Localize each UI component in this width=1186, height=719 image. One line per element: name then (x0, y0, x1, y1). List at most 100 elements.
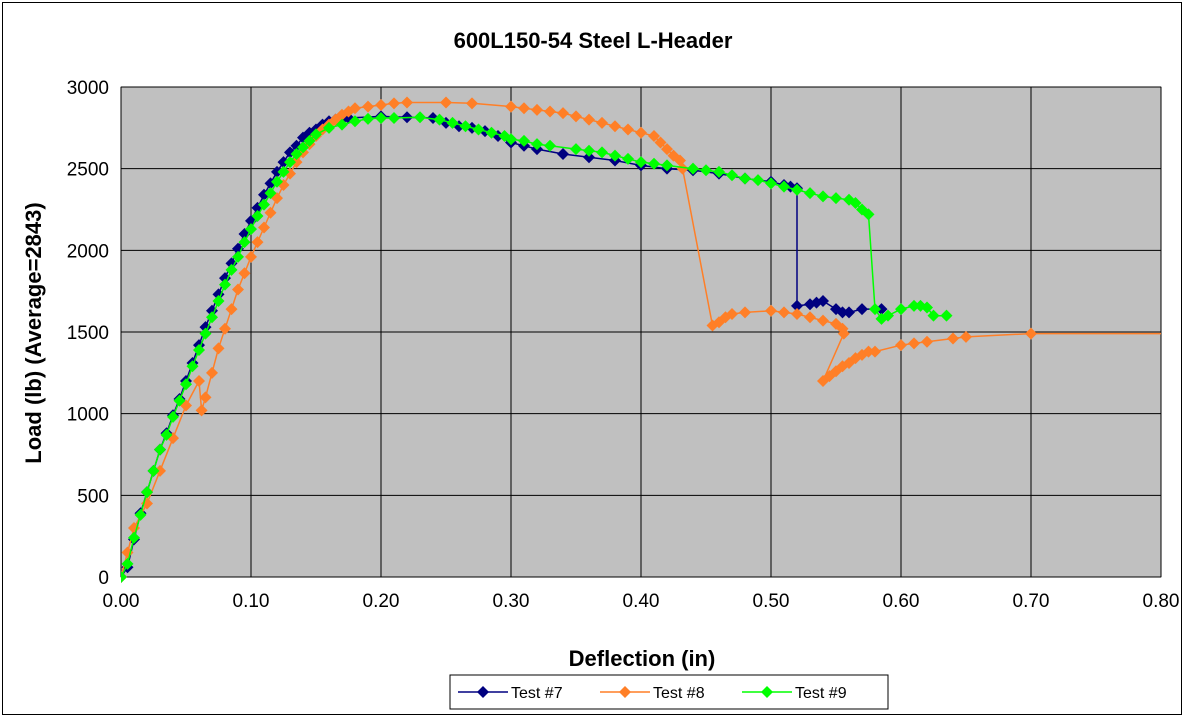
data-point (375, 98, 387, 111)
data-point (225, 257, 238, 270)
data-point (940, 309, 953, 322)
data-point (635, 126, 647, 139)
data-point (570, 110, 582, 123)
data-point (121, 571, 127, 583)
data-point (121, 557, 134, 570)
data-point (206, 311, 218, 324)
series-2 (121, 96, 1161, 583)
data-point (446, 116, 459, 129)
data-point (336, 118, 348, 131)
data-point (687, 162, 699, 175)
data-point (544, 139, 556, 152)
data-point (1025, 327, 1037, 340)
data-point (323, 121, 335, 134)
data-point (557, 147, 569, 160)
data-point (238, 267, 251, 280)
data-point (778, 306, 790, 319)
data-point (147, 464, 160, 477)
data-point (817, 190, 829, 203)
x-tick-label: 0.70 (1013, 591, 1050, 612)
data-point (908, 299, 920, 312)
data-point (960, 330, 972, 343)
data-point (778, 180, 790, 193)
data-point (271, 175, 283, 188)
data-point (433, 113, 446, 126)
data-point (219, 278, 231, 291)
x-tick-label: 0.60 (883, 591, 920, 612)
chart-svg: 600L150-54 Steel L-Header 0 500 1000 1500 20… (21, 28, 1180, 710)
data-point (661, 143, 673, 156)
data-point (212, 342, 225, 355)
y-tick-label: 1500 (67, 323, 109, 344)
data-point (472, 123, 485, 136)
data-point (505, 133, 517, 146)
data-point (485, 126, 498, 139)
data-point (290, 156, 303, 169)
x-tick-label: 0.00 (103, 591, 140, 612)
legend-box (449, 674, 889, 710)
data-point (277, 156, 290, 169)
data-point (271, 165, 283, 178)
legend-items: Test #7 Test #8 Test #9 (458, 685, 847, 702)
data-point (284, 156, 296, 169)
data-point (570, 143, 582, 156)
data-point (362, 100, 374, 113)
legend-marker (761, 686, 773, 698)
data-point (303, 134, 316, 147)
data-point (245, 250, 257, 263)
data-point (765, 177, 777, 190)
data-point (193, 343, 205, 356)
legend-item-1: Test #7 (458, 685, 563, 702)
data-point (583, 144, 595, 157)
data-point (739, 172, 751, 185)
data-point (245, 223, 257, 236)
data-point (869, 345, 881, 358)
data-point (238, 236, 251, 249)
data-point (583, 151, 595, 164)
data-point (167, 410, 179, 423)
data-point (310, 128, 322, 141)
x-tick-label: 0.40 (623, 591, 660, 612)
legend-label: Test #9 (795, 685, 847, 702)
data-point (518, 134, 530, 147)
data-point (804, 311, 816, 324)
x-tick-label: 0.20 (363, 591, 400, 612)
data-point (726, 169, 738, 182)
data-point (843, 306, 855, 319)
data-point (154, 443, 166, 456)
y-tick-label: 3000 (67, 78, 109, 99)
data-point (219, 322, 231, 335)
data-point (375, 112, 387, 125)
data-point (837, 327, 850, 340)
data-point (817, 314, 829, 327)
data-point (180, 378, 192, 391)
data-point (232, 250, 244, 263)
data-point (817, 294, 829, 307)
data-point (765, 304, 777, 317)
data-point (141, 486, 153, 499)
data-point (290, 147, 303, 160)
series-layer (121, 96, 1161, 583)
data-point (836, 306, 849, 319)
data-point (258, 198, 270, 211)
data-point (609, 120, 621, 133)
data-point (609, 149, 621, 162)
data-point (388, 112, 400, 125)
data-point (440, 96, 452, 109)
tick-labels: 0 500 1000 1500 2000 2500 3000 0.00 0.10 0.20 0.30… (67, 78, 1180, 612)
data-point (791, 308, 803, 321)
data-point (882, 309, 894, 322)
legend-item-2: Test #8 (600, 685, 705, 702)
data-point (251, 236, 264, 249)
data-point (505, 100, 517, 113)
data-point (622, 152, 634, 165)
series-3 (121, 111, 953, 583)
data-point (875, 303, 888, 316)
y-tick-label: 2500 (67, 160, 109, 181)
data-point (791, 299, 803, 312)
data-point (895, 339, 907, 352)
legend-marker (619, 686, 631, 698)
data-point (583, 113, 595, 126)
y-axis-title: Load (lb) (Average=2843) (21, 202, 46, 463)
